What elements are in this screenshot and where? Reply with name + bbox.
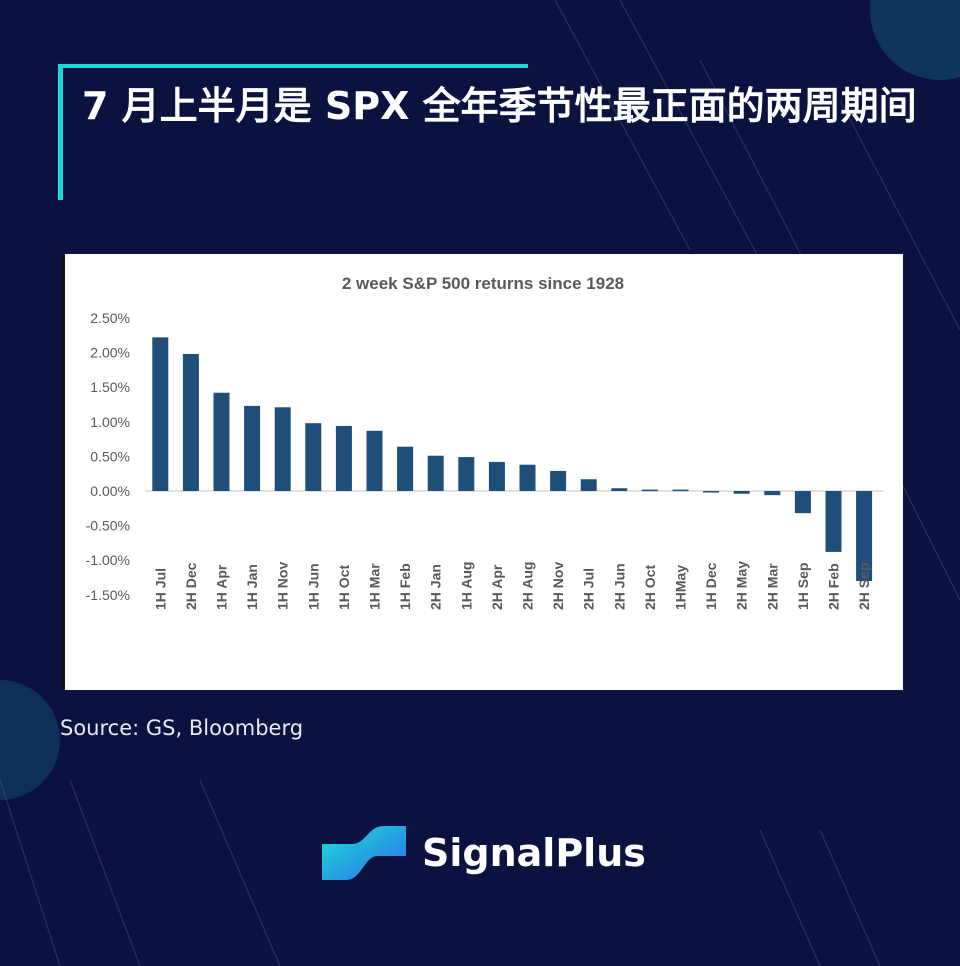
bar [580,479,597,491]
decor-line [839,99,960,331]
bar [488,461,505,491]
brand-name: SignalPlus [422,831,646,875]
page-title: 7 月上半月是 SPX 全年季节性最正面的两周期间 [82,84,917,128]
y-tick-label: 0.50% [90,448,130,464]
x-tick-label: 2H Nov [550,562,566,610]
x-tick-label: 1H Sep [795,563,811,610]
x-tick-label: 2H Jan [428,564,444,610]
bar-chart: 2 week S&P 500 returns since 1928 2.50% 2.… [86,274,884,610]
x-tick-label: 1H Nov [275,562,291,610]
y-tick-label: -0.50% [86,518,130,534]
x-tick-label: 1H Apr [214,564,230,610]
bar [733,491,750,494]
decor-line [619,0,761,261]
x-tick-label: 1H Feb [397,563,413,610]
x-tick-label: 2H Jun [611,563,627,610]
bar [244,405,261,491]
bar [550,470,567,491]
decor-glow [870,0,960,80]
signalplus-logo: SignalPlus [322,822,646,884]
decor-line [199,779,281,966]
bar [182,353,199,491]
source-note: Source: GS, Bloomberg [60,716,304,740]
bar [703,491,720,493]
bar [672,489,689,492]
x-tick-label: 2H Mar [764,563,780,610]
title-accent-bar [58,64,63,200]
bar [305,423,322,491]
x-tick-label: 2H Oct [642,565,658,610]
bar [519,464,536,491]
x-tick-label: 2H Jul [581,568,597,610]
bar [427,455,444,491]
y-tick-label: -1.00% [86,552,130,568]
x-tick-label: 2H Dec [183,562,199,610]
bar [641,489,658,492]
x-tick-label: 1H Jan [244,564,260,610]
x-tick-label: 2H Feb [826,563,842,610]
x-tick-label: 1H Aug [458,562,474,610]
bar [794,491,811,514]
title-accent-line [58,64,528,68]
decor-line [554,0,691,251]
x-tick-label: 1H Mar [367,563,383,610]
bar [856,491,873,581]
decor-line [819,829,881,966]
decor-glow [0,680,60,800]
bar [152,337,169,491]
bar [825,491,842,552]
y-tick-label: 2.50% [90,310,130,326]
x-tick-label: 1HMay [673,565,689,610]
x-tick-label: 1H Oct [336,565,352,610]
x-tick-label: 1H Dec [703,562,719,610]
y-tick-label: 1.00% [90,414,130,430]
chart-panel: 2 week S&P 500 returns since 1928 2.50% 2.… [62,254,903,690]
bar [274,407,291,491]
decor-line [0,779,61,966]
decor-line [759,829,821,966]
x-tick-label: 2H Aug [520,562,536,610]
bar [397,446,414,491]
y-tick-label: 1.50% [90,379,130,395]
chart-title: 2 week S&P 500 returns since 1928 [342,274,624,293]
bar [335,425,352,491]
x-tick-label: 2H Apr [489,564,505,610]
bar [213,392,230,491]
bar [366,430,383,491]
signalplus-logo-icon [322,826,406,880]
x-tick-label: 2H May [734,561,750,610]
y-tick-label: -1.50% [86,587,130,603]
bar [458,457,475,491]
bar [764,491,781,496]
y-tick-label: 2.00% [90,345,130,361]
x-tick-label: 2H Sep [856,563,872,610]
y-tick-label: 0.00% [90,483,130,499]
x-tick-label: 1H Jun [305,563,321,610]
bar [611,488,628,491]
x-tick-label: 1H Jul [152,568,168,610]
decor-line [69,779,141,966]
